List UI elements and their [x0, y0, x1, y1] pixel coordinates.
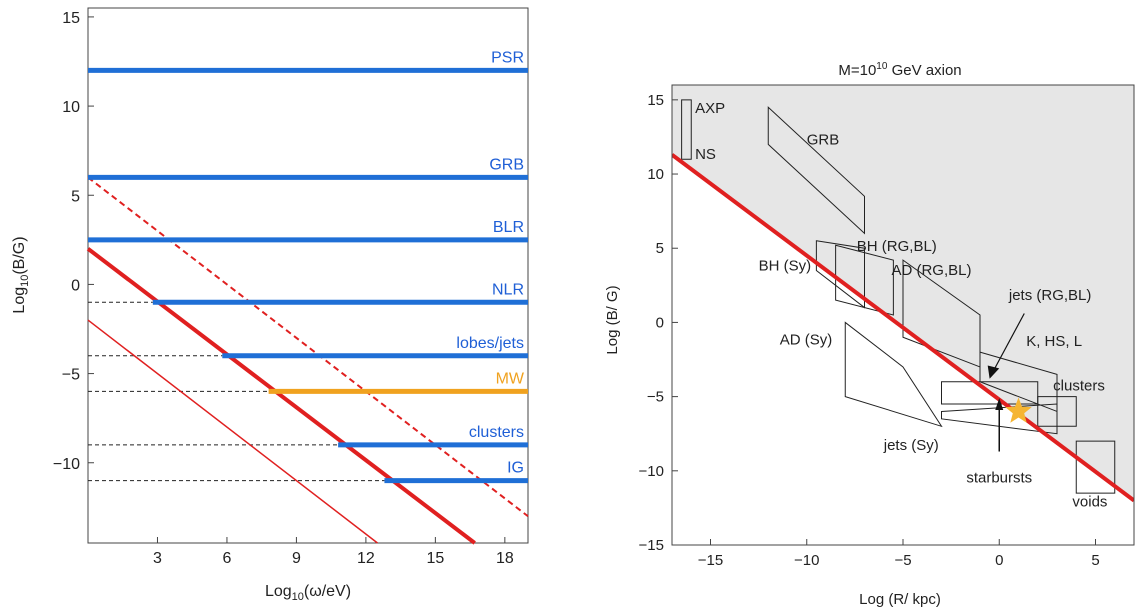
y-tick-label: −10 [53, 456, 80, 473]
y-tick-label: −10 [639, 463, 664, 480]
left-x-axis-label: Log10(ω/eV) [265, 583, 351, 603]
x-tick-label: 18 [496, 550, 514, 567]
y-tick-label: −5 [647, 389, 664, 406]
x-tick-label: 12 [357, 550, 375, 567]
left-environment-labels: PSR GRB BLR NLR lobes/jets MW clusters IG [456, 49, 524, 476]
env-label: GRB [489, 156, 524, 173]
x-tick-label: 3 [153, 550, 162, 567]
y-tick-label: 0 [656, 314, 664, 331]
x-tick-label: 9 [292, 550, 301, 567]
region-label: K, HS, L [1026, 333, 1082, 350]
starburst-label: starbursts [966, 470, 1032, 487]
y-tick-label: −15 [639, 537, 664, 554]
left-y-ticks: 15 10 5 0 −5 −10 [53, 10, 94, 473]
left-environment-lines [88, 67, 528, 484]
y-tick-label: 10 [647, 166, 664, 183]
left-y-axis-label: Log10(B/G) [11, 236, 31, 313]
region-label: GRB [807, 131, 840, 148]
env-label: IG [507, 460, 524, 477]
right-panel: M=1010 GeV axion AXP NS GRB BH (Sy) BH (RG,B… [604, 61, 1135, 608]
right-y-ticks: 15 10 5 0 −5 −10 −15 [639, 92, 678, 554]
right-x-axis-label: Log (R/ kpc) [859, 591, 941, 608]
y-tick-label: 15 [647, 92, 664, 109]
y-tick-label: 10 [62, 99, 80, 116]
jets-arrow [991, 313, 1025, 375]
region-axp [681, 99, 692, 160]
left-diagonal-lines [86, 176, 529, 545]
env-label: clusters [469, 424, 524, 441]
right-arrows [987, 313, 1025, 452]
x-tick-label: −10 [794, 552, 819, 569]
region-label: AD (Sy) [780, 332, 833, 349]
right-y-axis-label: Log (B/ G) [604, 285, 621, 354]
region-label: voids [1072, 493, 1107, 510]
region-bhrgbl [835, 244, 894, 316]
y-tick-label: 5 [71, 188, 80, 205]
region-grb [767, 106, 865, 235]
y-tick-label: 5 [656, 240, 664, 257]
x-tick-label: 0 [995, 552, 1003, 569]
bound-line-dashed [87, 176, 529, 518]
region-label: AD (RG,BL) [891, 262, 971, 279]
y-tick-label: −5 [62, 367, 80, 384]
region-label: jets (RG,BL) [1008, 287, 1092, 304]
right-region-labels: AXP NS GRB BH (Sy) BH (RG,BL) AD (RG,BL) jets … [695, 100, 1107, 510]
env-label: lobes/jets [456, 335, 524, 352]
y-tick-label: 0 [71, 277, 80, 294]
jets-arrowhead [987, 365, 1000, 379]
region-label: jets (Sy) [883, 437, 939, 454]
x-tick-label: 5 [1091, 552, 1099, 569]
region-label: BH (Sy) [759, 257, 812, 274]
x-tick-label: −15 [698, 552, 723, 569]
env-label: MW [496, 370, 525, 387]
env-label: NLR [492, 281, 524, 298]
left-dashed-guides [88, 301, 385, 482]
left-x-ticks: 3 6 9 12 15 18 [153, 537, 514, 567]
bound-line-thick [86, 247, 476, 545]
x-tick-label: −5 [894, 552, 911, 569]
region-adsy [844, 321, 943, 428]
region-label: clusters [1053, 378, 1105, 395]
region-label: BH (RG,BL) [857, 238, 937, 255]
x-tick-label: 15 [426, 550, 444, 567]
limit-line [672, 153, 1134, 503]
starburst-arrowhead [995, 398, 1004, 410]
starburst-star-marker [1005, 397, 1032, 423]
left-plot-frame [87, 7, 529, 544]
x-tick-label: 6 [222, 550, 231, 567]
left-panel: PSR GRB BLR NLR lobes/jets MW clusters IG 3 6 9 12… [11, 7, 529, 603]
y-tick-label: 15 [62, 10, 80, 27]
region-clusters [1037, 396, 1077, 427]
env-label: BLR [493, 219, 524, 236]
region-label: AXP [695, 100, 725, 117]
region-voids [1075, 440, 1116, 494]
env-label: PSR [491, 49, 524, 66]
right-chart-title: M=1010 GeV axion [838, 61, 961, 79]
region-label: NS [695, 146, 716, 163]
right-x-ticks: −15 −10 −5 0 5 [698, 539, 1100, 569]
bound-line-thin [87, 319, 378, 544]
